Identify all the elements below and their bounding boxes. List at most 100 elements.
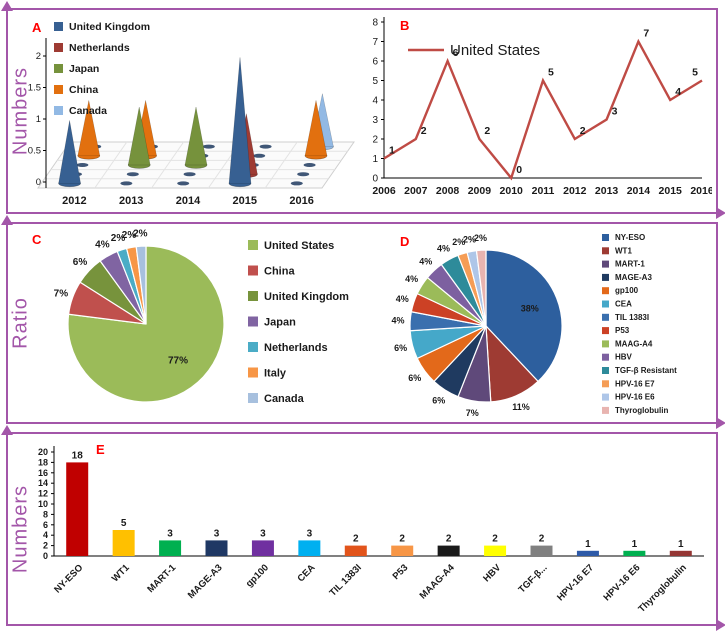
legend-swatch (54, 43, 63, 52)
legend-swatch (248, 265, 258, 276)
y-tick-label: 0 (372, 174, 378, 185)
bar (298, 540, 321, 556)
bar (112, 530, 135, 556)
pie-percent-label: 4% (396, 294, 409, 304)
pie-percent-label: 4% (437, 244, 450, 254)
legend-label: United States (264, 240, 334, 252)
pie-percent-label: 2% (452, 237, 465, 247)
x-category-label: HPV-16 E7 (555, 562, 596, 603)
y-tick-label: 1 (372, 154, 378, 165)
y-tick-label: 2 (43, 541, 48, 551)
y-tick-label: 16 (38, 468, 48, 478)
x-category-label: HBV (481, 562, 503, 584)
x-tick-label: 2006 (372, 185, 396, 197)
legend-swatch (602, 313, 609, 321)
bar-value-label: 2 (539, 534, 545, 545)
x-tick-label: 2014 (176, 195, 201, 207)
y-tick-label: 0 (36, 177, 41, 188)
legend-label: MAAG-A4 (615, 339, 653, 348)
y-tick-label: 0.5 (28, 146, 41, 157)
bar-value-label: 3 (260, 528, 266, 539)
point-label: 2 (484, 125, 490, 137)
legend-swatch (602, 367, 609, 374)
legend-swatch (602, 393, 609, 401)
bar-value-label: 2 (399, 534, 405, 545)
x-tick-label: 2014 (627, 185, 651, 197)
legend-label: Canada (264, 393, 305, 405)
legend-label: China (264, 266, 295, 278)
y-tick-label: 1.5 (28, 83, 41, 94)
pie-slice (475, 249, 487, 327)
y-tick-label: 14 (38, 478, 48, 488)
y-tick-label: 4 (43, 530, 48, 540)
cone (58, 120, 81, 184)
x-tick-label: 2016 (289, 195, 313, 207)
x-category-label: P53 (391, 562, 411, 582)
legend-label: MART-1 (615, 260, 645, 269)
floor-grid-line (151, 141, 185, 189)
x-tick-label: 2013 (595, 185, 619, 197)
legend-label: Canada (69, 105, 107, 117)
x-category-label: Thyroglobulin (636, 562, 689, 615)
legend-swatch (248, 240, 258, 250)
line-series (383, 38, 703, 181)
y-tick-label: 18 (38, 457, 48, 467)
x-category-label: MAAG-A4 (418, 562, 458, 602)
bar-value-label: 3 (214, 528, 220, 539)
legend-swatch (602, 353, 609, 361)
legend-swatch (602, 327, 609, 335)
legend-swatch (248, 291, 258, 301)
x-tick-label: 2012 (62, 195, 86, 207)
x-category-label: MART-1 (145, 562, 178, 595)
legend-swatch (602, 406, 609, 414)
legend-label: P53 (615, 326, 630, 335)
cone (184, 106, 208, 166)
bar (437, 545, 460, 556)
pie-percent-label: 38% (521, 304, 539, 314)
zero-marker (290, 181, 303, 186)
zero-marker (202, 144, 215, 149)
pie-percent-label: 2% (111, 233, 126, 244)
y-tick-label: 12 (38, 489, 48, 499)
pie-percent-label: 6% (394, 343, 407, 353)
zero-marker (259, 144, 272, 149)
pie-percent-label: 2% (474, 233, 487, 243)
bar-value-label: 2 (353, 534, 359, 545)
y-tick-label: 1 (36, 114, 41, 125)
y-tick-label: 6 (372, 57, 378, 68)
legend-label: CEA (615, 300, 632, 309)
legend-swatch (248, 342, 258, 352)
pie-percent-label: 2% (463, 234, 476, 244)
x-tick-label: 2015 (659, 185, 683, 197)
bar-value-label: 1 (678, 539, 684, 550)
cone (127, 106, 151, 166)
legend-label: MAGE-A3 (615, 273, 652, 282)
x-category-label: WT1 (110, 562, 132, 584)
legend-label: Japan (69, 63, 99, 75)
zero-marker (126, 172, 139, 177)
cone (304, 100, 328, 157)
x-tick-label: 2013 (119, 195, 143, 207)
x-tick-label: 2011 (532, 185, 555, 197)
legend-label: HPV-16 E7 (615, 379, 655, 388)
legend-label: United States (450, 42, 540, 59)
section-top-numbers: Numbers A B 0 0.5 1 1.5 2 2012 2013 2014 2015 201… (1, 1, 725, 219)
axis-arrow-up-icon (1, 1, 13, 11)
point-label: 1 (389, 145, 395, 157)
point-label: 7 (643, 28, 649, 40)
x-category-label: HPV-16 E6 (601, 562, 642, 603)
x-tick-label: 2007 (404, 185, 428, 197)
legend-label: NY-ESO (615, 233, 645, 242)
bar (344, 545, 367, 556)
floor-grid-line (264, 141, 298, 189)
axis-arrow-right-icon (716, 207, 725, 219)
pie-percent-label: 7% (466, 408, 479, 418)
panel-letter-d: D (400, 234, 410, 249)
point-label: 2 (580, 125, 586, 137)
zero-marker (303, 163, 316, 167)
bar-value-label: 3 (307, 528, 313, 539)
zero-marker (177, 181, 190, 186)
floor-grid-line (94, 141, 128, 189)
zero-marker (76, 163, 89, 167)
